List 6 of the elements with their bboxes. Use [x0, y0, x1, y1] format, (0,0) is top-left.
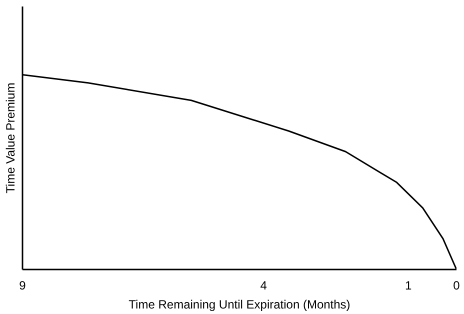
x-tick-label: 0 [453, 278, 460, 292]
x-axis-title: Time Remaining Until Expiration (Months) [128, 298, 350, 312]
y-axis-title: Time Value Premium [4, 82, 18, 194]
x-tick-label: 4 [260, 278, 268, 292]
x-tick-label: 1 [404, 278, 412, 292]
x-tick-label: 9 [19, 278, 26, 292]
